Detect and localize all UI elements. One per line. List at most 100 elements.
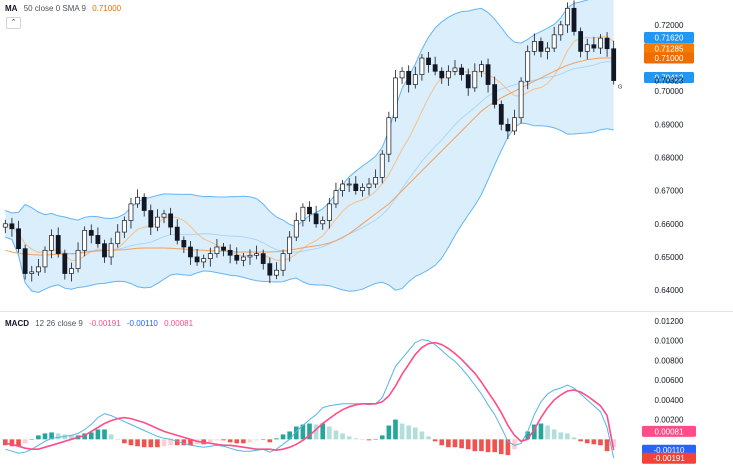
main-indicator-legend[interactable]: MA 50 close 0 SMA 9 0.71000	[5, 4, 125, 13]
candle-body	[565, 7, 570, 26]
candle	[181, 236, 187, 253]
macd-histogram-bar	[16, 439, 21, 447]
price-badge-label: 0.71000	[655, 54, 684, 63]
candle	[565, 2, 570, 33]
candle-body	[174, 226, 180, 241]
macd-histogram-bar	[578, 439, 583, 442]
candle-body	[360, 186, 365, 191]
candle-body	[300, 206, 306, 221]
candle	[591, 36, 597, 53]
candle	[393, 69, 398, 122]
candle-body	[293, 220, 299, 238]
candle-body	[201, 258, 207, 263]
candle	[29, 265, 35, 282]
candle-body	[82, 230, 88, 251]
price-badge	[644, 31, 694, 43]
candle	[406, 65, 412, 93]
candle-body	[313, 213, 319, 225]
price-scale[interactable]: 0.72000 0.71000 0.70000 0.69000 0.68000 0.670…	[618, 21, 696, 464]
candle-body	[551, 34, 557, 49]
candle	[326, 197, 332, 229]
candle	[95, 227, 101, 248]
candle-body	[498, 104, 504, 125]
candle	[247, 249, 253, 265]
candle-body	[16, 228, 21, 250]
candle-body	[591, 44, 597, 49]
macd-histogram-bar	[221, 439, 226, 441]
macd-histogram-bar	[598, 439, 603, 446]
candle-body	[69, 268, 74, 274]
macd-histogram-bar	[55, 433, 61, 440]
candle-body	[558, 24, 564, 36]
candle	[518, 77, 524, 124]
macd-histogram-bar	[604, 439, 610, 452]
candle	[386, 111, 392, 163]
macd-pane[interactable]	[2, 339, 617, 459]
price-badge-label: 0.71620	[655, 33, 684, 42]
candle-body	[584, 44, 590, 52]
candle-body	[234, 254, 240, 261]
candle	[148, 204, 154, 236]
macd-histogram-bar	[69, 435, 74, 440]
price-pane[interactable]	[0, 0, 733, 312]
candle	[459, 63, 464, 81]
candle-body	[287, 236, 293, 254]
candle-body	[307, 206, 312, 215]
macd-histogram-bar	[254, 439, 259, 441]
candle-body	[2, 223, 8, 228]
macd-histogram-bar	[346, 436, 352, 440]
macd-legend[interactable]: MACD 12 26 close 9 -0.00191 -0.00110 0.0…	[5, 319, 197, 328]
candle	[445, 65, 451, 86]
candle-body	[88, 230, 94, 236]
candle	[578, 27, 584, 58]
candle-body	[346, 183, 352, 186]
macd-histogram-bar	[122, 439, 127, 444]
macd-histogram-bar	[88, 432, 94, 440]
ma-legend-value: 0.71000	[92, 4, 122, 13]
macd-axis-tick-label: 0.01200	[655, 317, 684, 326]
macd-histogram-bar	[333, 430, 339, 440]
price-badge	[644, 52, 694, 64]
candle-body	[260, 253, 266, 264]
candle-body	[102, 243, 107, 258]
macd-histogram-bar	[128, 439, 134, 446]
candle	[452, 60, 458, 76]
candle-body	[406, 70, 412, 85]
candle	[194, 248, 200, 266]
candle	[161, 209, 167, 224]
candle	[75, 242, 81, 273]
macd-badge-label: -0.00110	[654, 446, 686, 455]
candle-body	[214, 246, 220, 254]
macd-histogram-bar	[379, 435, 385, 440]
macd-histogram-bar	[161, 439, 167, 447]
candle	[16, 220, 21, 253]
macd-histogram-bar	[148, 439, 154, 448]
candle-body	[62, 253, 68, 274]
candle-body	[525, 51, 531, 82]
macd-histogram-bar	[2, 439, 8, 446]
collapse-legend-button[interactable]: ⌃	[6, 17, 21, 29]
macd-histogram-bar	[353, 438, 359, 440]
candle-body	[128, 203, 134, 221]
candle-body	[452, 67, 458, 72]
price-axis-tick-label: 0.65000	[655, 253, 684, 262]
candle	[207, 247, 213, 267]
candle	[49, 229, 54, 259]
macd-histogram-bar	[459, 439, 464, 449]
macd-histogram-bar	[36, 435, 41, 440]
candle-body	[505, 123, 511, 132]
macd-histogram-bar	[82, 433, 87, 440]
macd-histogram-bar	[115, 439, 121, 440]
macd-legend-macd-value: -0.00191	[89, 319, 121, 328]
candle	[141, 193, 147, 217]
candle	[22, 244, 28, 280]
macd-histogram-bar	[168, 439, 173, 446]
candle	[240, 252, 246, 267]
candle	[287, 231, 293, 262]
macd-histogram-bar	[611, 439, 617, 448]
candle	[254, 245, 259, 260]
ma-legend-params: 50 close 0 SMA 9	[23, 4, 86, 13]
macd-histogram-bar	[280, 434, 286, 440]
